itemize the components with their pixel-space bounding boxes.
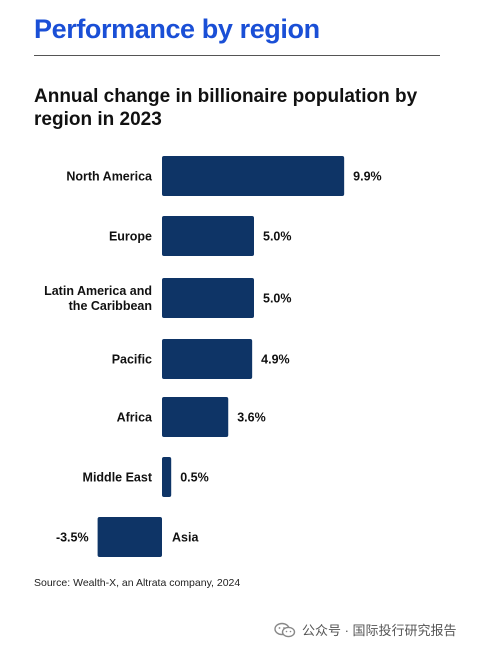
- category-label: Pacific: [112, 353, 152, 367]
- data-label: 5.0%: [263, 292, 292, 306]
- bar: [162, 156, 345, 196]
- data-label: 5.0%: [263, 230, 292, 244]
- category-label-line: the Caribbean: [69, 299, 152, 313]
- category-label: North America: [66, 170, 153, 184]
- watermark-text: 公众号 · 国际投行研究报告: [302, 623, 457, 638]
- page-heading: Performance by region: [34, 14, 320, 44]
- category-label-line: Africa: [117, 411, 153, 425]
- category-label: Africa: [117, 411, 153, 425]
- category-label: Europe: [109, 230, 152, 244]
- bar-chart: 9.9% North America 5.0% Europe 5.0% Latin Ame…: [44, 156, 382, 557]
- data-label: 4.9%: [261, 353, 290, 367]
- category-label-line: Europe: [109, 230, 152, 244]
- chart-title: Annual change in billionaire population …: [34, 86, 418, 130]
- data-label: 9.9%: [353, 170, 382, 184]
- bar: [162, 457, 172, 497]
- data-label: 3.6%: [237, 411, 265, 425]
- bar: [162, 216, 254, 256]
- category-label-line: Latin America and: [44, 284, 152, 298]
- bar: [162, 339, 253, 379]
- bar: [162, 397, 229, 437]
- bar: [97, 517, 162, 557]
- wechat-icon: [274, 622, 296, 637]
- category-label: Asia: [172, 531, 199, 545]
- bar: [162, 278, 254, 318]
- heading-divider: [34, 55, 440, 56]
- category-label: Middle East: [83, 471, 153, 485]
- category-label-line: Pacific: [112, 353, 152, 367]
- category-label-line: North America: [66, 170, 153, 184]
- category-label-line: Asia: [172, 531, 199, 545]
- category-label: Latin America and the Caribbean: [44, 284, 152, 313]
- category-label-line: Middle East: [83, 471, 153, 485]
- watermark: 公众号 · 国际投行研究报告: [274, 620, 457, 639]
- data-label: -3.5%: [56, 531, 89, 545]
- source-note: Source: Wealth-X, an Altrata company, 20…: [34, 577, 241, 589]
- data-label: 0.5%: [180, 471, 209, 485]
